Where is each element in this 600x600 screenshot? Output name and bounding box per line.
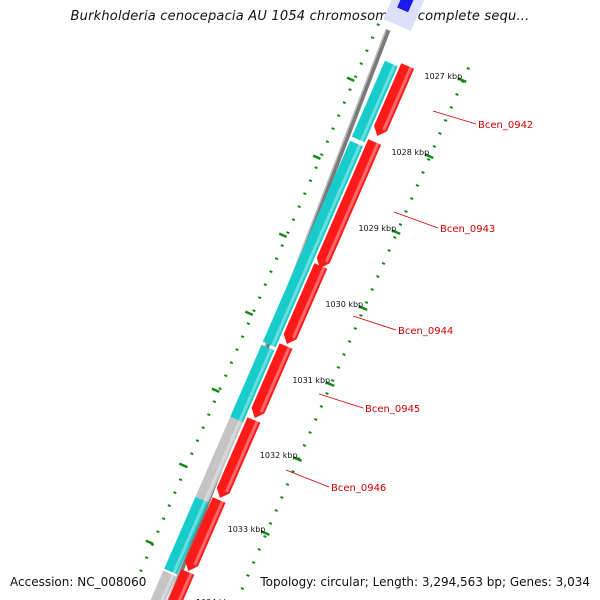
kbp-tick bbox=[260, 530, 270, 537]
kbp-tick bbox=[391, 229, 401, 236]
inner-major-tick bbox=[211, 387, 220, 393]
gene-label-bcen_0944[interactable]: Bcen_0944 bbox=[352, 315, 453, 337]
kbp-tick bbox=[358, 305, 368, 312]
forward-gene-0[interactable] bbox=[374, 63, 415, 136]
reverse-gene-0[interactable] bbox=[351, 60, 398, 143]
gene-label-bcen_0942[interactable]: Bcen_0942 bbox=[432, 110, 533, 131]
gene-label-text[interactable]: Bcen_0944 bbox=[398, 326, 453, 337]
forward-gene-6[interactable] bbox=[166, 569, 195, 600]
gene-label-text[interactable]: Bcen_0945 bbox=[365, 404, 420, 415]
gray-gene-0[interactable] bbox=[195, 416, 244, 503]
kbp-label: 1034 kbp bbox=[196, 598, 234, 600]
topology-summary: Topology: circular; Length: 3,294,563 bp… bbox=[258, 575, 592, 589]
kbp-tick bbox=[424, 153, 434, 160]
kbp-label: 1030 kbp bbox=[325, 300, 363, 309]
inner-major-tick bbox=[346, 76, 355, 82]
kbp-label: 1028 kbp bbox=[391, 148, 429, 157]
gene-label-text[interactable]: Bcen_0946 bbox=[331, 483, 386, 494]
reverse-gene-3[interactable] bbox=[230, 344, 275, 423]
kbp-tick bbox=[292, 456, 303, 463]
gene-label-bcen_0943[interactable]: Bcen_0943 bbox=[393, 211, 495, 235]
map-backdrop bbox=[383, 0, 425, 31]
gene-labels[interactable]: Bcen_0942 Bcen_0943 Bcen_0944 Bcen_0945 Bcen… bbox=[285, 110, 533, 494]
kbp-label: 1033 kbp bbox=[228, 525, 266, 534]
outer-scale-dots bbox=[235, 66, 470, 600]
kbp-label: 1032 kbp bbox=[260, 451, 298, 460]
reverse-gene-2[interactable] bbox=[262, 262, 310, 348]
kbp-label: 1027 kbp bbox=[424, 72, 462, 81]
gene-label-bcen_0945[interactable]: Bcen_0945 bbox=[318, 393, 420, 415]
inner-major-tick bbox=[145, 539, 154, 545]
inner-major-tick bbox=[244, 310, 254, 316]
scale-ticks: 1027 kbp 1028 kbp 1029 kbp 1030 kbp 1031 kbp… bbox=[133, 23, 470, 600]
gene-label-text[interactable]: Bcen_0942 bbox=[478, 120, 533, 131]
gene-track[interactable] bbox=[148, 60, 415, 600]
inner-major-tick bbox=[278, 232, 288, 238]
reverse-gene-1[interactable] bbox=[296, 140, 363, 271]
gene-label-text[interactable]: Bcen_0943 bbox=[440, 224, 495, 235]
selection-highlight bbox=[383, 0, 425, 31]
forward-gene-3[interactable] bbox=[251, 343, 293, 418]
inner-major-tick bbox=[312, 154, 321, 160]
kbp-tick bbox=[457, 77, 467, 84]
inner-major-tick bbox=[178, 462, 188, 468]
kbp-tick bbox=[325, 381, 335, 388]
highlight-gene-block bbox=[397, 0, 414, 13]
kbp-label: 1031 kbp bbox=[292, 376, 330, 385]
inner-scale-dots bbox=[133, 23, 380, 586]
forward-gene-5[interactable] bbox=[185, 497, 226, 571]
accession-text: Accession: NC_008060 bbox=[8, 575, 149, 589]
kbp-label: 1029 kbp bbox=[358, 224, 396, 233]
forward-gene-1[interactable] bbox=[316, 139, 382, 268]
reverse-gene-4[interactable] bbox=[164, 496, 209, 575]
gray-gene-1[interactable] bbox=[148, 570, 177, 600]
forward-gene-4[interactable] bbox=[216, 417, 261, 498]
forward-gene-2[interactable] bbox=[283, 263, 328, 344]
gene-label-bcen_0946[interactable]: Bcen_0946 bbox=[285, 469, 386, 494]
